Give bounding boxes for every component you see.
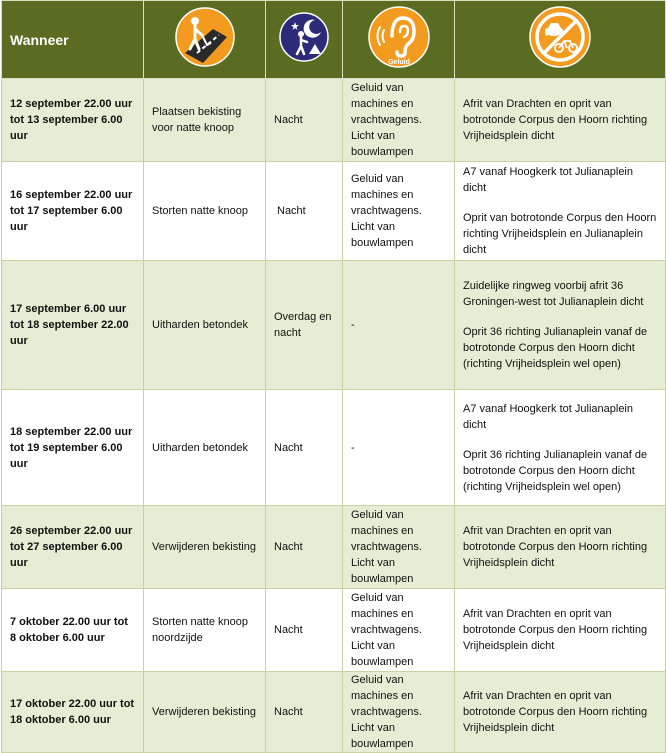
header-noise: Geluid (342, 0, 455, 79)
cell-noise: Geluid van machines en vrachtwagens. Lic… (342, 671, 455, 753)
cell-time: Nacht (265, 78, 343, 162)
night-work-icon (279, 12, 329, 67)
cell-noise: Geluid van machines en vrachtwagens. Lic… (342, 78, 455, 162)
table-row: 17 september 6.00 uur tot 18 september 2… (1, 260, 666, 390)
cell-work: Storten natte knoop noordzijde (143, 588, 266, 672)
noise-ear-icon: Geluid (367, 6, 430, 73)
no-traffic-icon (529, 6, 591, 73)
cell-time: Nacht (265, 671, 343, 753)
closure-text: A7 vanaf Hoogkerk tot Julianaplein dicht (463, 166, 633, 194)
cell-time: Nacht (265, 161, 343, 261)
closure-text: Oprit 36 richting Julianaplein vanaf de … (463, 448, 648, 493)
cell-when: 17 oktober 22.00 uur tot 18 oktober 6.00… (1, 671, 144, 753)
cell-work: Uitharden betondek (143, 389, 266, 506)
cell-work: Plaatsen bekisting voor natte knoop (143, 78, 266, 162)
cell-closures: A7 vanaf Hoogkerk tot Julianaplein dicht… (454, 389, 666, 506)
cell-noise: - (342, 389, 455, 506)
road-work-icon (174, 7, 235, 72)
cell-closures: Afrit van Drachten en oprit van botroton… (454, 588, 666, 672)
cell-closures: Afrit van Drachten en oprit van botroton… (454, 78, 666, 162)
table-row: 17 oktober 22.00 uur tot 18 oktober 6.00… (1, 671, 666, 753)
header-work-type (143, 0, 266, 79)
cell-time: Overdag en nacht (265, 260, 343, 390)
table-row: 7 oktober 22.00 uur tot 8 oktober 6.00 u… (1, 588, 666, 672)
closure-text: Afrit van Drachten en oprit van botroton… (463, 690, 648, 734)
cell-when: 26 september 22.00 uur tot 27 september … (1, 505, 144, 589)
cell-when: 7 oktober 22.00 uur tot 8 oktober 6.00 u… (1, 588, 144, 672)
cell-closures: A7 vanaf Hoogkerk tot Julianaplein dicht… (454, 161, 666, 261)
closure-text: Afrit van Drachten en oprit van botroton… (463, 525, 648, 569)
cell-when: 12 september 22.00 uur tot 13 september … (1, 78, 144, 162)
cell-closures: Afrit van Drachten en oprit van botroton… (454, 671, 666, 753)
cell-noise: Geluid van machines en vrachtwagens. Lic… (342, 161, 455, 261)
closure-text: Oprit 36 richting Julianaplein vanaf de … (463, 326, 648, 370)
closure-text: A7 vanaf Hoogkerk tot Julianaplein dicht (463, 402, 633, 431)
cell-work: Uitharden betondek (143, 260, 266, 390)
cell-time: Nacht (265, 389, 343, 506)
closure-text: Oprit van botrotonde Corpus den Hoorn ri… (463, 212, 657, 256)
cell-time: Nacht (265, 588, 343, 672)
noise-icon-label: Geluid (388, 59, 410, 66)
cell-work: Storten natte knoop (143, 161, 266, 261)
cell-noise: Geluid van machines en vrachtwagens. Lic… (342, 505, 455, 589)
table-row: 16 september 22.00 uur tot 17 september … (1, 161, 666, 261)
cell-when: 18 september 22.00 uur tot 19 september … (1, 389, 144, 506)
cell-noise: - (342, 260, 455, 390)
closure-text: Afrit van Drachten en oprit van botroton… (463, 608, 648, 652)
table-row: 18 september 22.00 uur tot 19 september … (1, 389, 666, 506)
closure-text: Zuidelijke ringweg voorbij afrit 36 Gron… (463, 280, 644, 308)
closure-text: Afrit van Drachten en oprit van botroton… (463, 98, 648, 142)
cell-closures: Afrit van Drachten en oprit van botroton… (454, 505, 666, 589)
cell-when: 17 september 6.00 uur tot 18 september 2… (1, 260, 144, 390)
cell-work: Verwijderen bekisting (143, 671, 266, 753)
cell-time: Nacht (265, 505, 343, 589)
table-row: 12 september 22.00 uur tot 13 september … (1, 78, 666, 162)
cell-when: 16 september 22.00 uur tot 17 september … (1, 161, 144, 261)
header-time (265, 0, 343, 79)
cell-work: Verwijderen bekisting (143, 505, 266, 589)
header-row: Wanneer (1, 0, 666, 79)
table-row: 26 september 22.00 uur tot 27 september … (1, 505, 666, 589)
header-when: Wanneer (1, 0, 144, 79)
cell-noise: Geluid van machines en vrachtwagens. Lic… (342, 588, 455, 672)
cell-closures: Zuidelijke ringweg voorbij afrit 36 Gron… (454, 260, 666, 390)
header-closures (454, 0, 666, 79)
